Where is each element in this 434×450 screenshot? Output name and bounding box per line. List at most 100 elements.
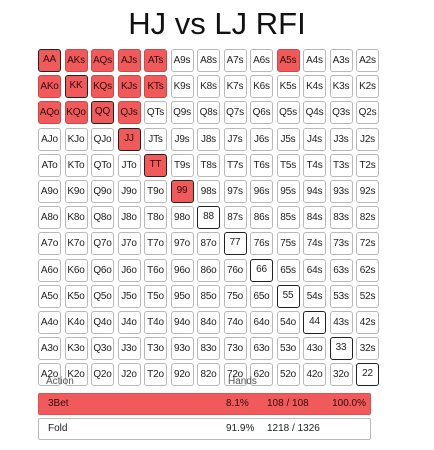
hand-cell-65s[interactable]: 65s — [276, 258, 300, 282]
hand-cell-97o[interactable]: 97o — [170, 232, 194, 256]
hand-cell-72o[interactable]: 72o — [223, 363, 247, 387]
hand-cell-74o[interactable]: 74o — [223, 310, 247, 334]
hand-cell-a2o[interactable]: A2o — [38, 363, 61, 387]
hand-cell-a8o[interactable]: A8o — [38, 206, 61, 230]
hand-cell-q7o[interactable]: Q7o — [91, 232, 114, 256]
hand-cell-q2o[interactable]: Q2o — [91, 363, 114, 387]
hand-cell-kts[interactable]: KTs — [144, 75, 167, 99]
hand-cell-76s[interactable]: 76s — [250, 232, 273, 256]
hand-cell-kto[interactable]: KTo — [64, 153, 88, 177]
hand-cell-k8o[interactable]: K8o — [64, 206, 88, 230]
hand-cell-t6s[interactable]: T6s — [250, 153, 273, 177]
hand-cell-k9o[interactable]: K9o — [64, 179, 88, 203]
hand-cell-t7o[interactable]: T7o — [144, 232, 167, 256]
hand-cell-63s[interactable]: 63s — [329, 258, 353, 282]
hand-cell-ato[interactable]: ATo — [38, 153, 61, 177]
hand-cell-j6o[interactable]: J6o — [117, 258, 141, 282]
hand-cell-t6o[interactable]: T6o — [144, 258, 167, 282]
hand-cell-kk[interactable]: KK — [64, 75, 88, 99]
hand-cell-a3o[interactable]: A3o — [38, 337, 61, 361]
hand-cell-75o[interactable]: 75o — [223, 284, 247, 308]
hand-cell-k3s[interactable]: K3s — [329, 75, 353, 99]
hand-cell-aks[interactable]: AKs — [64, 49, 88, 72]
hand-cell-a4s[interactable]: A4s — [303, 49, 326, 72]
hand-cell-k2o[interactable]: K2o — [64, 363, 88, 387]
hand-cell-64o[interactable]: 64o — [250, 310, 273, 334]
hand-cell-92s[interactable]: 92s — [356, 179, 379, 203]
hand-cell-73s[interactable]: 73s — [329, 232, 353, 256]
hand-cell-k7s[interactable]: K7s — [223, 75, 247, 99]
hand-cell-86s[interactable]: 86s — [250, 206, 273, 230]
hand-cell-j2s[interactable]: J2s — [356, 127, 379, 151]
hand-cell-74s[interactable]: 74s — [303, 232, 326, 256]
hand-cell-ako[interactable]: AKo — [38, 75, 61, 99]
hand-cell-qts[interactable]: QTs — [144, 101, 167, 125]
hand-cell-j7s[interactable]: J7s — [223, 127, 247, 151]
hand-cell-95s[interactable]: 95s — [276, 179, 300, 203]
hand-cell-44[interactable]: 44 — [303, 310, 326, 334]
hand-cell-a6o[interactable]: A6o — [38, 258, 61, 282]
hand-cell-j4s[interactable]: J4s — [303, 127, 326, 151]
hand-cell-t2o[interactable]: T2o — [144, 363, 167, 387]
hand-cell-t4s[interactable]: T4s — [303, 153, 326, 177]
hand-cell-qto[interactable]: QTo — [91, 153, 114, 177]
hand-cell-a7o[interactable]: A7o — [38, 232, 61, 256]
hand-cell-jj[interactable]: JJ — [117, 127, 141, 151]
hand-cell-96s[interactable]: 96s — [250, 179, 273, 203]
hand-cell-k8s[interactable]: K8s — [197, 75, 220, 99]
hand-cell-j5s[interactable]: J5s — [276, 127, 300, 151]
hand-cell-jts[interactable]: JTs — [144, 127, 167, 151]
hand-cell-t3s[interactable]: T3s — [329, 153, 353, 177]
hand-cell-98o[interactable]: 98o — [170, 206, 194, 230]
hand-cell-ajo[interactable]: AJo — [38, 127, 61, 151]
hand-cell-j9s[interactable]: J9s — [170, 127, 194, 151]
hand-cell-72s[interactable]: 72s — [356, 232, 379, 256]
hand-cell-j3s[interactable]: J3s — [329, 127, 353, 151]
hand-cell-83o[interactable]: 83o — [197, 337, 220, 361]
hand-cell-53s[interactable]: 53s — [329, 284, 353, 308]
hand-cell-q4o[interactable]: Q4o — [91, 310, 114, 334]
hand-cell-85o[interactable]: 85o — [197, 284, 220, 308]
hand-cell-33[interactable]: 33 — [329, 337, 353, 361]
hand-cell-kqs[interactable]: KQs — [91, 75, 114, 99]
hand-cell-a9s[interactable]: A9s — [170, 49, 194, 72]
hand-cell-k3o[interactable]: K3o — [64, 337, 88, 361]
hand-cell-94o[interactable]: 94o — [170, 310, 194, 334]
hand-cell-52s[interactable]: 52s — [356, 284, 379, 308]
hand-cell-k9s[interactable]: K9s — [170, 75, 194, 99]
hand-cell-q6o[interactable]: Q6o — [91, 258, 114, 282]
hand-cell-a7s[interactable]: A7s — [223, 49, 247, 72]
hand-cell-t5o[interactable]: T5o — [144, 284, 167, 308]
hand-cell-t8o[interactable]: T8o — [144, 206, 167, 230]
hand-cell-a5o[interactable]: A5o — [38, 284, 61, 308]
hand-cell-t8s[interactable]: T8s — [197, 153, 220, 177]
hand-cell-q4s[interactable]: Q4s — [303, 101, 326, 125]
hand-cell-q8s[interactable]: Q8s — [197, 101, 220, 125]
hand-cell-q7s[interactable]: Q7s — [223, 101, 247, 125]
hand-cell-83s[interactable]: 83s — [329, 206, 353, 230]
hand-cell-75s[interactable]: 75s — [276, 232, 300, 256]
hand-cell-64s[interactable]: 64s — [303, 258, 326, 282]
hand-cell-j7o[interactable]: J7o — [117, 232, 141, 256]
hand-cell-a9o[interactable]: A9o — [38, 179, 61, 203]
hand-cell-a2s[interactable]: A2s — [356, 49, 379, 72]
hand-cell-qq[interactable]: QQ — [91, 101, 114, 125]
hand-cell-a8s[interactable]: A8s — [197, 49, 220, 72]
hand-cell-77[interactable]: 77 — [223, 232, 247, 256]
hand-cell-k6s[interactable]: K6s — [250, 75, 273, 99]
hand-cell-65o[interactable]: 65o — [250, 284, 273, 308]
hand-cell-66[interactable]: 66 — [250, 258, 273, 282]
hand-cell-55[interactable]: 55 — [276, 284, 300, 308]
hand-cell-96o[interactable]: 96o — [170, 258, 194, 282]
hand-cell-kqo[interactable]: KQo — [64, 101, 88, 125]
hand-cell-t3o[interactable]: T3o — [144, 337, 167, 361]
hand-cell-qjs[interactable]: QJs — [117, 101, 141, 125]
hand-cell-99[interactable]: 99 — [170, 179, 194, 203]
hand-cell-93o[interactable]: 93o — [170, 337, 194, 361]
hand-cell-73o[interactable]: 73o — [223, 337, 247, 361]
hand-cell-76o[interactable]: 76o — [223, 258, 247, 282]
hand-cell-92o[interactable]: 92o — [170, 363, 194, 387]
hand-cell-82s[interactable]: 82s — [356, 206, 379, 230]
hand-cell-t5s[interactable]: T5s — [276, 153, 300, 177]
hand-cell-ats[interactable]: ATs — [144, 49, 167, 72]
